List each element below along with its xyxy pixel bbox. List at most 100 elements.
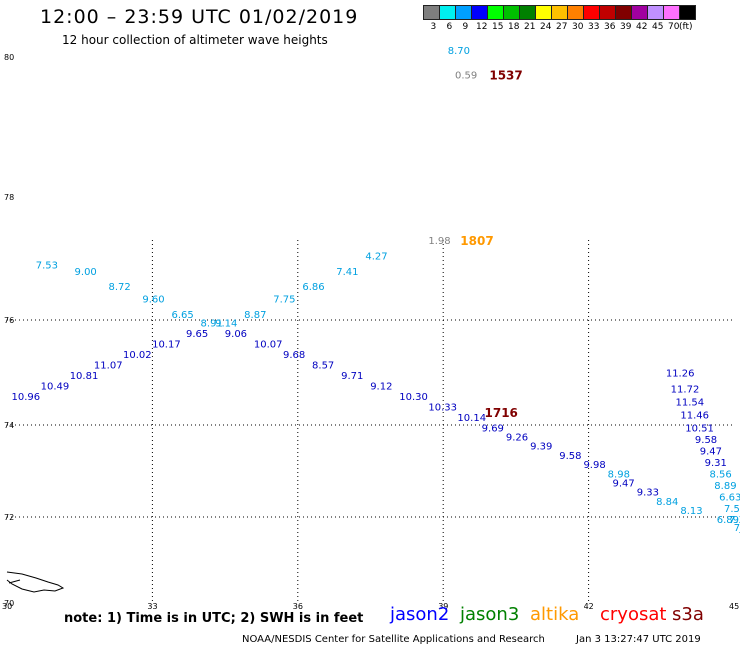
color-scale-label: 21	[524, 22, 536, 32]
color-scale-label: 42	[636, 22, 648, 32]
longitude-label: 36	[293, 602, 303, 611]
satellite-legend-cryosat: cryosat	[600, 604, 667, 625]
wave-height-label: 11.07	[94, 361, 123, 372]
wave-height-label: 11.72	[671, 384, 700, 395]
wave-height-label: 11.46	[680, 411, 709, 422]
pass-time-label: 1716	[485, 406, 518, 420]
color-scale-label: 12	[476, 22, 488, 32]
wave-height-label: 9.00	[75, 267, 97, 278]
pass-time-label: 1537	[489, 69, 522, 83]
wave-height-label: 9.47	[613, 479, 635, 490]
color-scale-label: 27	[556, 22, 568, 32]
map-title: 12:00 – 23:59 UTC 01/02/2019	[40, 6, 359, 28]
color-scale-label: 30	[572, 22, 584, 32]
wave-height-label: 7.09	[739, 531, 740, 542]
latitude-label: 70	[4, 599, 14, 608]
longitude-label: 30	[2, 602, 12, 611]
color-scale-label: 24	[540, 22, 552, 32]
color-scale-label: 6	[446, 22, 453, 32]
wave-height-label: 10.17	[152, 340, 181, 351]
wave-height-label: 9.58	[559, 451, 581, 462]
wave-height-label: 7.36	[729, 515, 740, 526]
wave-height-label: 8.87	[244, 310, 266, 321]
coastline	[6, 571, 65, 593]
color-scale-label: 39	[620, 22, 632, 32]
wave-height-label: 11.54	[676, 397, 705, 408]
wave-height-label: 9.12	[370, 382, 392, 393]
wave-height-label: 6.63	[719, 492, 740, 503]
latitude-label: 76	[4, 316, 14, 325]
wave-height-label: 8.89	[714, 481, 736, 492]
wave-height-label: 6.86	[302, 282, 324, 293]
pass-time-label: 1807	[460, 234, 493, 248]
color-scale-labels: 3 6 9 12 15 18 21 24 27 30 33 36 39 42 45 70 (ft)	[423, 22, 740, 34]
color-scale-label: 33	[588, 22, 600, 32]
wave-height-label: 9.33	[637, 488, 659, 499]
wave-height-label: 10.96	[12, 392, 41, 403]
wave-height-label: 8.91	[201, 319, 223, 330]
wave-height-label: 9.39	[530, 442, 552, 453]
wave-height-label: 10.14	[457, 413, 486, 424]
longitude-label: 39	[438, 602, 448, 611]
wave-height-label: 7.53	[36, 261, 58, 272]
latitude-label: 72	[4, 513, 14, 522]
color-scale-label: (ft)	[679, 22, 693, 32]
wave-height-label: 10.33	[428, 403, 457, 414]
longitude-label: 33	[147, 602, 157, 611]
wave-height-label: 11.26	[666, 369, 695, 380]
wave-height-label: 9.14	[215, 319, 237, 330]
longitude-label: 42	[584, 602, 594, 611]
wave-height-label: 6.65	[171, 310, 193, 321]
satellite-legend-jason3: jason3	[460, 604, 520, 625]
wave-height-label: 8.13	[680, 506, 702, 517]
color-scale	[423, 5, 696, 20]
wave-height-label: 9.58	[695, 435, 717, 446]
color-scale-label: 45	[652, 22, 664, 32]
color-scale-label: 3	[430, 22, 437, 32]
color-scale-label: 36	[604, 22, 616, 32]
satellite-legend-jason2: jason2	[390, 604, 450, 625]
wave-height-label: 8.70	[448, 46, 470, 57]
wave-height-label: 9.26	[506, 433, 528, 444]
satellite-legend-altika: altika	[530, 604, 580, 625]
latitude-label: 74	[4, 421, 14, 430]
latitude-label: 80	[4, 53, 14, 62]
wave-height-label: 9.47	[700, 446, 722, 457]
wave-height-label: 7.44	[734, 523, 740, 534]
color-scale-label: 9	[462, 22, 469, 32]
color-swatch	[679, 5, 696, 20]
wave-height-label: 8.72	[108, 282, 130, 293]
longitude-label: 45	[729, 602, 739, 611]
wave-height-label: 8.84	[656, 497, 678, 508]
wave-height-label: 7.41	[336, 267, 358, 278]
wave-height-label: 9.65	[186, 329, 208, 340]
footer-credit: NOAA/NESDIS Center for Satellite Applica…	[242, 634, 545, 645]
legend-note: note: 1) Time is in UTC; 2) SWH is in fe…	[64, 611, 364, 626]
wave-height-label: 10.81	[70, 371, 99, 382]
color-scale-label: 15	[492, 22, 504, 32]
footer: NOAA/NESDIS Center for Satellite Applica…	[242, 634, 701, 645]
wave-height-label: 10.49	[41, 382, 70, 393]
wave-height-label: 9.71	[341, 371, 363, 382]
wave-height-label: 7.75	[273, 294, 295, 305]
wave-height-label: 10.07	[254, 340, 283, 351]
wave-height-label: 9.31	[705, 458, 727, 469]
wave-height-label: 8.98	[608, 469, 630, 480]
wave-height-label: 8.57	[312, 361, 334, 372]
satellite-legend-s3a: s3a	[672, 604, 704, 625]
wave-height-label: 9.06	[225, 329, 247, 340]
wave-height-label: 10.51	[685, 423, 714, 434]
color-scale-label: 18	[508, 22, 520, 32]
wave-height-label: 8.56	[709, 469, 731, 480]
wave-height-label: 1.98	[428, 236, 450, 247]
wave-height-label: 10.30	[399, 392, 428, 403]
wave-height-label: 7.55	[724, 504, 740, 515]
wave-height-label: 10.02	[123, 350, 152, 361]
wave-height-label: 9.68	[283, 350, 305, 361]
wave-height-label: 0.59	[455, 71, 477, 82]
wave-height-label: 9.69	[482, 423, 504, 434]
wave-height-label: 6.89	[717, 515, 739, 526]
color-scale-label: 70	[668, 22, 680, 32]
wave-height-label: 9.60	[142, 294, 164, 305]
